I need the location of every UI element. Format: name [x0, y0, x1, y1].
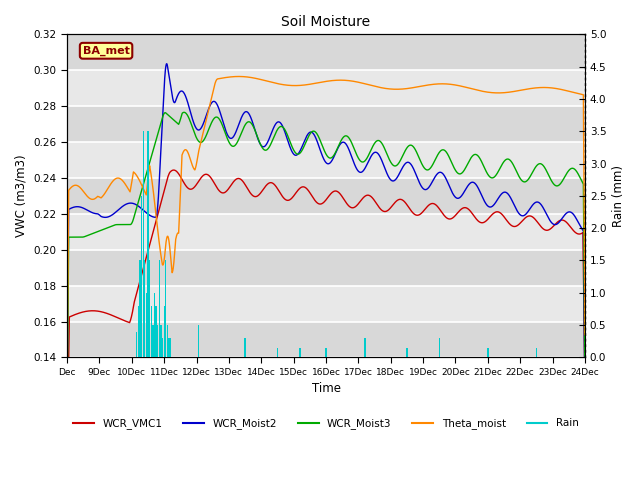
Title: Soil Moisture: Soil Moisture: [282, 15, 371, 29]
Bar: [198, 325, 199, 358]
Bar: [487, 348, 488, 358]
Bar: [143, 131, 144, 358]
Bar: [146, 293, 147, 358]
Bar: [156, 306, 157, 358]
Bar: [138, 306, 139, 358]
Legend: WCR_VMC1, WCR_Moist2, WCR_Moist3, Theta_moist, Rain: WCR_VMC1, WCR_Moist2, WCR_Moist3, Theta_…: [69, 414, 583, 433]
Bar: [364, 338, 365, 358]
Bar: [67, 286, 585, 322]
Bar: [136, 332, 138, 358]
Bar: [438, 338, 440, 358]
Bar: [325, 348, 326, 358]
Bar: [160, 325, 162, 358]
Bar: [165, 261, 166, 358]
Bar: [141, 196, 142, 358]
Y-axis label: Rain (mm): Rain (mm): [612, 165, 625, 227]
Text: BA_met: BA_met: [83, 46, 129, 56]
Bar: [67, 178, 585, 214]
Bar: [159, 261, 160, 358]
Bar: [277, 348, 278, 358]
Bar: [536, 348, 537, 358]
Bar: [157, 325, 158, 358]
Bar: [140, 261, 141, 358]
Bar: [67, 35, 585, 70]
Bar: [300, 348, 301, 358]
Bar: [67, 142, 585, 178]
Bar: [67, 250, 585, 286]
Bar: [168, 338, 170, 358]
Bar: [149, 261, 150, 358]
Bar: [162, 338, 163, 358]
Bar: [67, 214, 585, 250]
Y-axis label: VWC (m3/m3): VWC (m3/m3): [15, 155, 28, 237]
Bar: [152, 325, 154, 358]
X-axis label: Time: Time: [312, 383, 340, 396]
Bar: [144, 261, 145, 358]
Bar: [167, 325, 168, 358]
Bar: [244, 338, 246, 358]
Bar: [67, 106, 585, 142]
Bar: [67, 70, 585, 106]
Bar: [154, 293, 155, 358]
Bar: [406, 348, 408, 358]
Bar: [150, 306, 152, 358]
Bar: [164, 306, 165, 358]
Bar: [170, 338, 172, 358]
Bar: [147, 131, 148, 358]
Bar: [67, 322, 585, 358]
